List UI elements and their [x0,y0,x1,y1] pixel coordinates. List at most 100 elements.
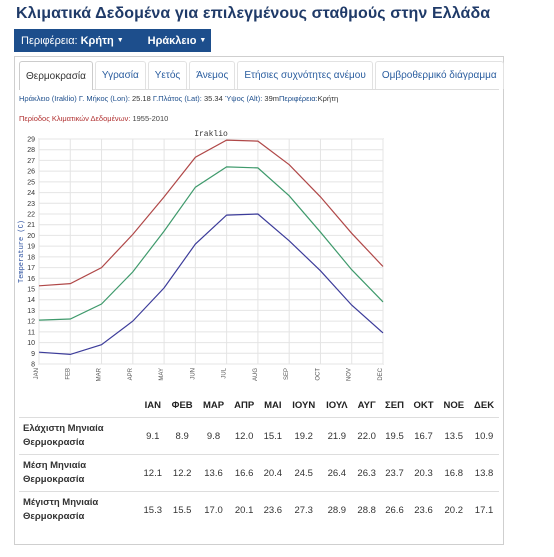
y-tick-label: 9 [31,351,35,358]
table-cell: 28.9 [320,491,353,528]
x-tick-label: DEC [378,367,384,380]
period-value: 1955-2010 [132,114,169,123]
temperature-chart: 8 9 10 11 12 13 14 15 16 17 18 19 20 21 22 23 24 25 26 27 28… [18,130,384,381]
table-cell: 26.6 [380,491,409,528]
region-label: Περιφέρεια: [21,34,78,47]
tab-precipitation[interactable]: Υετός [147,61,188,89]
x-tick-label: AUG [253,368,259,381]
table-cell: 20.2 [438,491,470,528]
y-tick-label: 22 [27,212,35,219]
row-label-line2: Θερμοκρασία [23,437,85,448]
table-header-cell: ΦΕΒ [171,400,193,411]
table-cell: 16.6 [229,454,260,492]
table-cell: 16.7 [408,417,439,455]
y-tick-label: 20 [27,233,35,240]
table-row: Ελάχιστη Μηνιαία Θερμοκρασία 9.1 8.9 9.8 12.0… [19,417,499,455]
y-axis-label: Temperature (C) [18,220,26,283]
table-cell: 20.4 [259,454,287,492]
tab-temperature[interactable]: Θερμοκρασία [19,61,93,90]
table-cell: 13.5 [438,417,470,455]
plot-area [38,138,384,365]
y-tick-label: 13 [27,308,35,315]
table-cell: 23.6 [259,491,287,528]
alt-value: 39m [264,94,280,103]
table-header-cell: ΜΑΡ [202,400,225,411]
table-cell: 10.9 [469,417,499,455]
series-line [38,139,384,287]
table-cell: 12.1 [139,454,167,492]
table-cell: 15.3 [139,491,167,528]
x-tick-label: JUL [222,367,228,378]
y-tick-label: 12 [27,319,35,326]
y-tick-label: 17 [27,265,35,272]
table-cell: 26.4 [320,454,353,492]
table-cell: 24.5 [286,454,321,492]
y-tick-label: 10 [27,340,35,347]
content-panel: Θερμοκρασία Υγρασία Υετός Άνεμος Ετήσιες… [14,56,504,545]
table-cell: 19.2 [286,417,321,455]
region-value: Κρήτη [80,34,114,47]
tab-wind-frequencies[interactable]: Ετήσιες συχνότητες ανέμου [237,61,373,89]
table-cell: 13.8 [469,454,499,492]
table-header-cell: ΙΟΥΛ [326,400,348,411]
y-tick-label: 18 [27,254,35,261]
table-header-cell: ΟΚΤ [413,400,434,411]
navbar: Περιφέρεια: Κρήτη ▼ Ηράκλειο ▼ [14,29,211,52]
y-tick-label: 15 [27,287,35,294]
row-label-line1: Μέγιστη Μηνιαία [23,497,99,508]
tab-humidity[interactable]: Υγρασία [94,61,146,89]
x-tick-label: APR [128,367,134,380]
region-dropdown[interactable]: Περιφέρεια: Κρήτη ▼ [14,29,131,52]
y-tick-label: 26 [27,169,35,176]
table-cell: 21.9 [320,417,353,455]
chart-title: Iraklio [194,130,228,139]
x-tick-label: MAY [159,368,165,381]
table-cell: 17.1 [469,491,499,528]
table-header-corner [19,394,139,418]
series-line [38,213,384,356]
lat-label: Γ.Πλάτος (Lat): [152,94,202,103]
data-period: Περίοδος Κλιματικών Δεδομένων: 1955-2010 [19,114,168,123]
x-tick-label: FEB [65,368,71,380]
table-cell: 27.3 [286,491,321,528]
x-tick-label: JUN [190,368,196,380]
y-tick-label: 27 [27,158,35,165]
y-tick-label: 19 [27,244,35,251]
table-header-cell: ΣΕΠ [385,400,404,411]
tab-wind[interactable]: Άνεμος [189,61,236,89]
row-label-line1: Ελάχιστη Μηνιαία [23,423,104,434]
table-cell: 8.9 [166,417,198,455]
station-value: Ηράκλειο [147,34,197,47]
table-cell: 17.0 [197,491,230,528]
lon-value: 25.18 [132,94,151,103]
table-cell: 20.1 [229,491,260,528]
y-tick-label: 16 [27,276,35,283]
table-cell: 15.5 [166,491,198,528]
table-header-cell: ΑΥΓ [357,400,376,411]
tab-ombrothermic[interactable]: Ομβροθερμικό διάγραμμα [374,61,504,89]
station-dropdown[interactable]: Ηράκλειο ▼ [131,29,214,52]
station-info: Ηράκλειο (Iraklio) Γ. Μήκος (Lon): 25.18… [19,94,338,103]
y-tick-label: 23 [27,201,35,208]
y-tick-label: 29 [27,137,35,144]
table-cell: 22.0 [352,417,381,455]
alt-label: Ύψος (Alt): [224,94,263,103]
table-cell: 9.8 [197,417,230,455]
row-label-line2: Θερμοκρασία [23,474,85,485]
x-tick-label: OCT [315,368,321,381]
x-tick-label: MAR [97,367,103,381]
table-header-cell: ΝΟΕ [443,400,465,411]
table-cell: 23.7 [380,454,409,492]
table-cell: 16.8 [438,454,470,492]
row-label: Μέγιστη Μηνιαία Θερμοκρασία [19,491,139,528]
table-cell: 15.1 [259,417,287,455]
y-tick-label: 8 [31,362,35,369]
chevron-down-icon: ▼ [199,37,207,44]
page-title: Κλιματικά Δεδομένα για επιλεγμένους σταθ… [16,5,491,22]
table-cell: 19.5 [380,417,409,455]
table-cell: 28.8 [352,491,381,528]
table-cell: 23.6 [408,491,439,528]
table-header-cell: ΜΑΙ [264,400,282,411]
row-label: Μέση Μηνιαία Θερμοκρασία [19,454,139,492]
period-label: Περίοδος Κλιματικών Δεδομένων: [19,114,131,123]
